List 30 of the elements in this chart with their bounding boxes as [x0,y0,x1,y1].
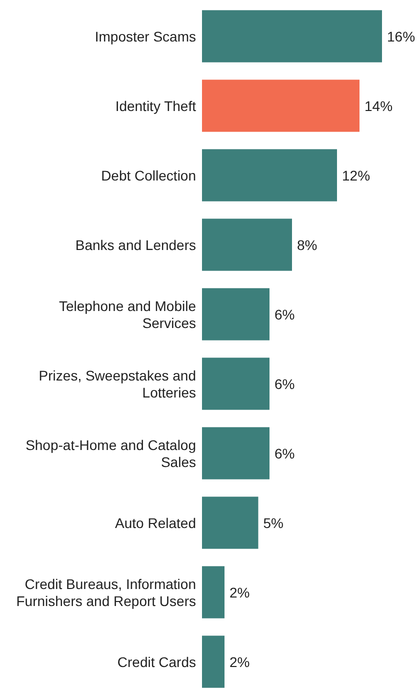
data-label: 14% [364,98,393,114]
bar [202,218,292,271]
y-tick-label: Imposter Scams [94,28,196,44]
data-label: 2% [230,654,250,670]
bar [202,636,224,688]
data-label: 6% [274,445,295,462]
bar [202,80,360,132]
bar [202,10,382,62]
bar [202,358,270,410]
bar [202,149,337,202]
data-label: 2% [230,584,250,600]
data-label: 6% [274,306,295,322]
y-tick-label: Identity Theft [115,98,196,114]
data-label: 6% [274,376,295,392]
y-tick-label: Banks and Lenders [75,236,196,253]
data-label: 5% [263,514,284,531]
data-label: 16% [387,28,416,44]
y-tick-label: Shop-at-Home and Catalog Sales [26,436,196,470]
data-label: 8% [297,236,318,253]
y-tick-label: Prizes, Sweepstakes and Lotteries [38,367,196,400]
y-tick-label: Credit Cards [117,654,196,670]
bar [202,427,270,480]
bar [202,566,224,618]
y-tick-label: Debt Collection [101,167,196,184]
data-label: 12% [342,167,370,184]
bar [202,496,258,549]
y-tick-label: Credit Bureaus, Information Furnishers and Report Users [16,576,196,609]
y-tick-label: Auto Related [115,514,196,531]
y-tick-label: Telephone and Mobile Services [59,298,196,331]
bar [202,288,270,340]
